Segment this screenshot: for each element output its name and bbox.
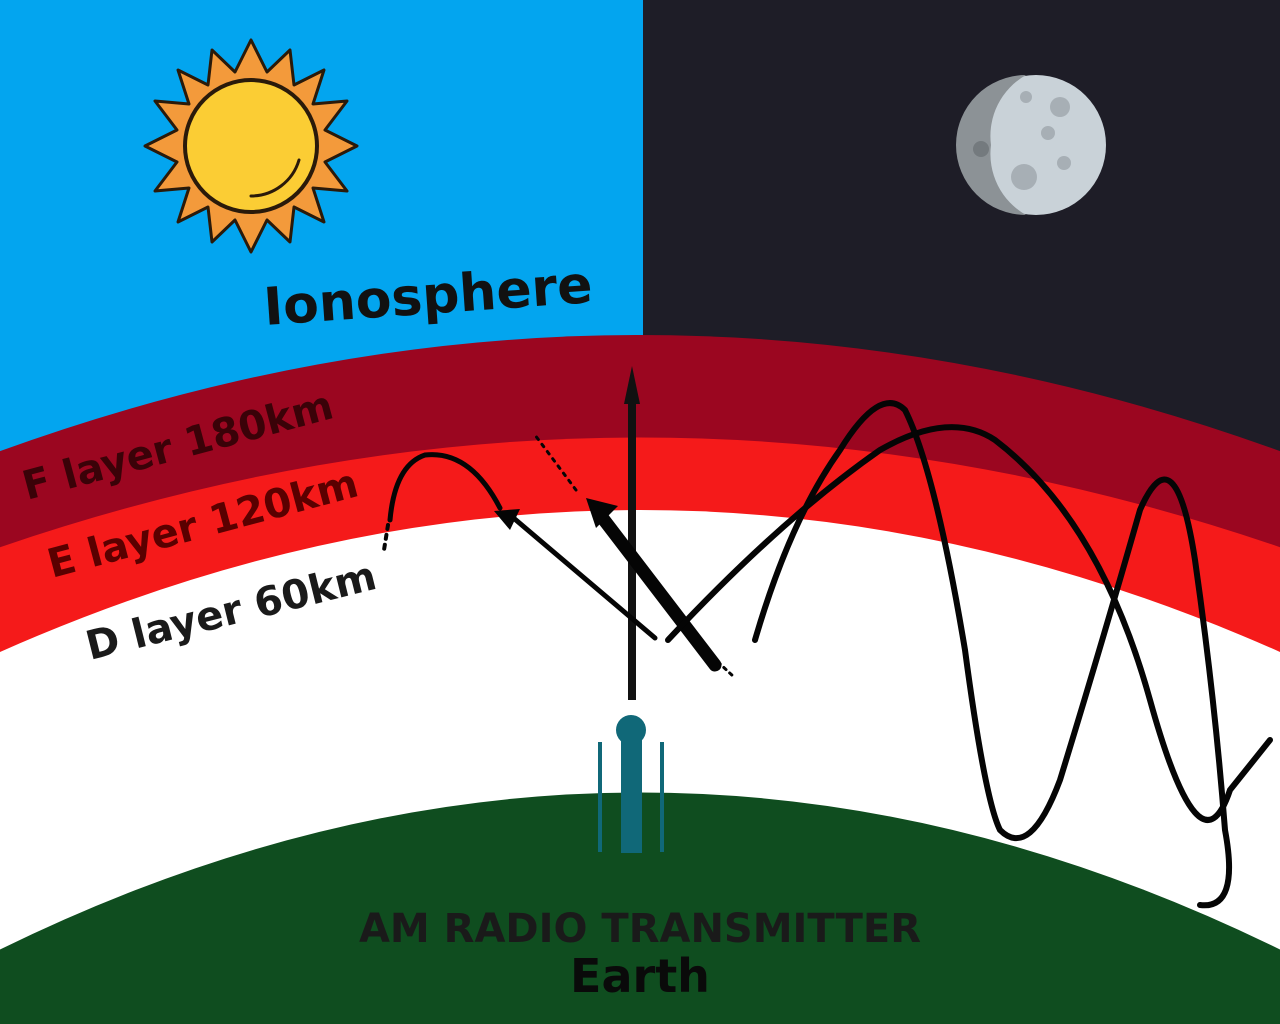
- signal-wave-e-layer: [387, 452, 503, 523]
- earth-ground: [0, 792, 1280, 1024]
- sun-icon: [143, 38, 359, 254]
- signal-ray-left: [507, 512, 658, 641]
- moon-icon: [956, 75, 1106, 215]
- signal-ray-center: [591, 505, 722, 672]
- signal-skywave: [752, 400, 1233, 909]
- transmitter-label: AM RADIO TRANSMITTER: [359, 906, 921, 952]
- signal-paths: [382, 400, 1273, 909]
- earth-label: Earth: [570, 949, 710, 1003]
